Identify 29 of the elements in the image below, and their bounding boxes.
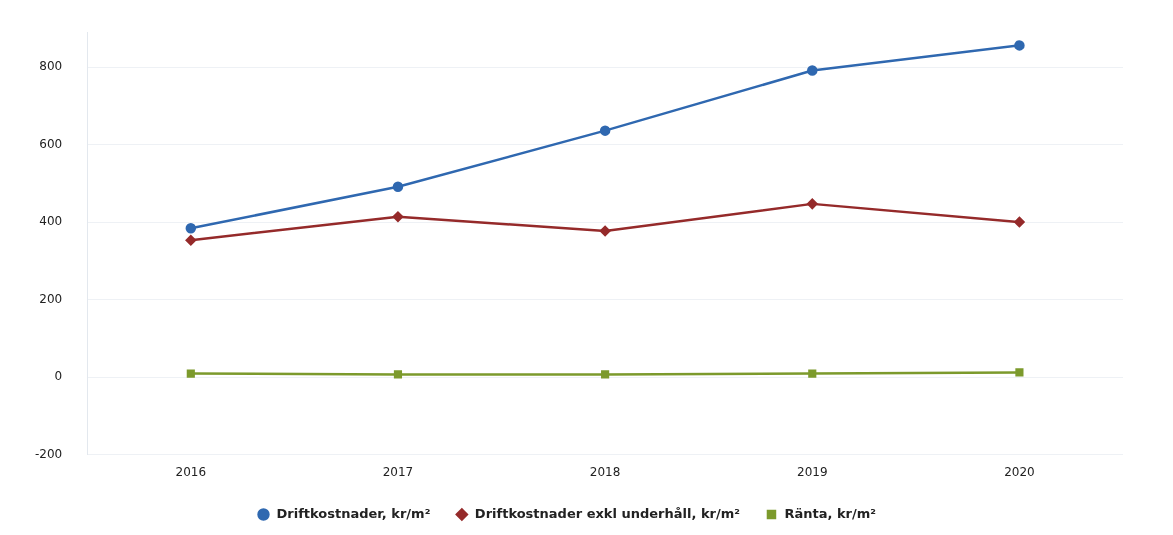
point — [601, 370, 610, 379]
point — [1014, 40, 1025, 51]
y-tick-label: 0 — [54, 369, 63, 384]
point — [599, 125, 611, 136]
point — [392, 211, 404, 222]
point — [392, 181, 404, 193]
y-tick-label: 600 — [39, 136, 63, 151]
y-tick-label: -200 — [35, 446, 63, 461]
legend-label: Ränta, kr/m² — [784, 505, 877, 521]
point — [808, 369, 817, 378]
point — [186, 369, 195, 378]
x-tick-label: 2017 — [382, 464, 414, 479]
x-tick-label: 2016 — [175, 464, 207, 479]
x-tick-label: 2020 — [1004, 464, 1035, 479]
point — [393, 370, 403, 379]
point — [1014, 216, 1025, 228]
point — [807, 198, 818, 210]
y-tick-label: 400 — [39, 214, 63, 229]
point — [599, 225, 611, 237]
legend-label: Driftkostnader exkl underhåll, kr/m² — [474, 505, 740, 521]
point — [185, 223, 197, 234]
x-tick-label: 2019 — [797, 464, 828, 479]
point — [807, 65, 818, 76]
point — [1015, 368, 1024, 377]
x-tick-label: 2018 — [589, 464, 621, 479]
legend-label: Driftkostnader, kr/m² — [276, 505, 431, 521]
point — [185, 235, 197, 246]
y-tick-label: 800 — [39, 59, 63, 74]
y-tick-label: 200 — [39, 291, 63, 306]
